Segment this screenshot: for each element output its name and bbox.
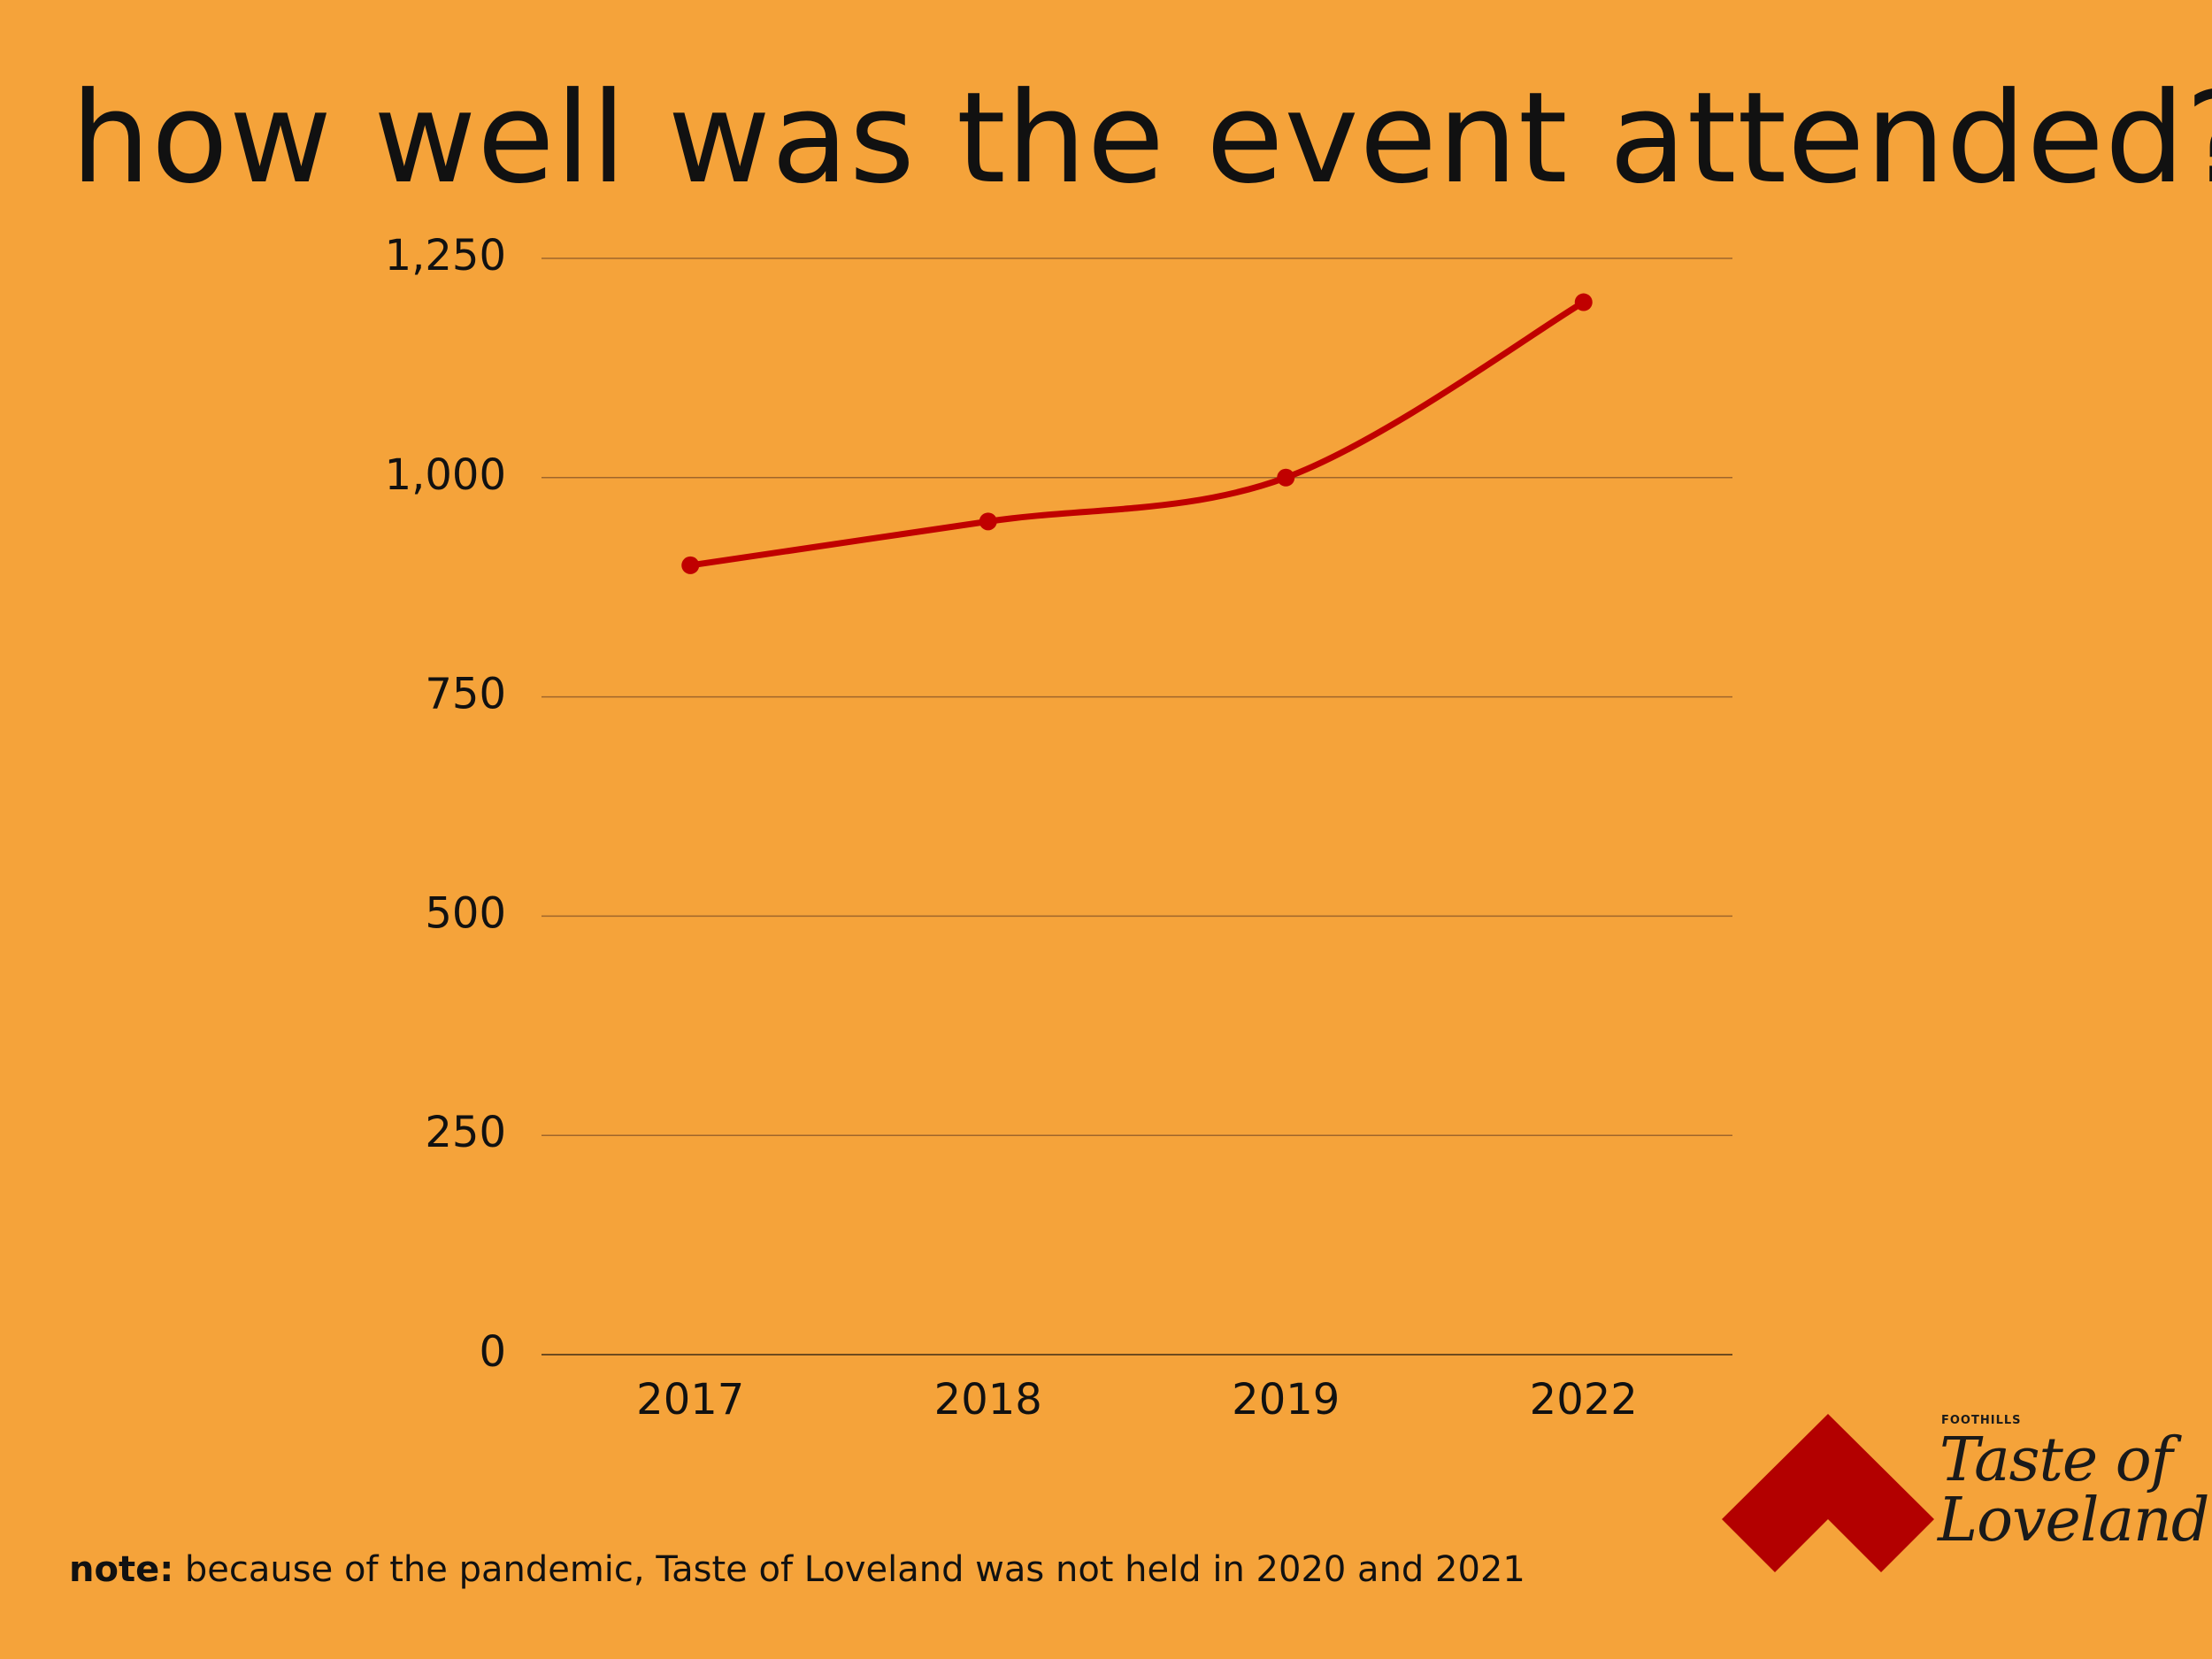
data-point xyxy=(681,556,700,574)
chevron-up-icon xyxy=(1722,1414,1934,1572)
logo-small-text: FOOTHILLS xyxy=(1941,1414,2022,1427)
data-point xyxy=(1277,468,1295,487)
taste-of-loveland-logo: FOOTHILLS Taste of Loveland xyxy=(1717,1411,2209,1588)
x-tick-label: 2017 xyxy=(636,1375,744,1425)
x-axis-tick-labels: 2017 2018 2019 2022 xyxy=(636,1375,1638,1425)
y-tick-label: 1,250 xyxy=(385,231,506,280)
logo-line-1: Taste of xyxy=(1939,1425,2173,1495)
series-line xyxy=(687,299,1587,569)
chart-series xyxy=(681,293,1593,574)
y-tick-label: 0 xyxy=(479,1327,506,1377)
attendance-line-chart: 0 250 500 750 1,000 1,250 2017 2018 2019 2022 xyxy=(385,231,1732,1425)
data-point xyxy=(1574,293,1593,311)
footnote-text: because of the pandemic, Taste of Lovela… xyxy=(173,1549,1525,1590)
x-tick-label: 2022 xyxy=(1530,1375,1638,1425)
logo-line-2: Loveland xyxy=(1938,1486,2209,1555)
footnote-label: note: xyxy=(69,1549,174,1590)
y-tick-label: 750 xyxy=(425,670,506,719)
x-tick-label: 2019 xyxy=(1232,1375,1340,1425)
y-tick-label: 250 xyxy=(425,1108,506,1157)
y-tick-label: 500 xyxy=(425,888,506,938)
page-title: how well was the event attended? xyxy=(71,65,2212,211)
chart-gridlines xyxy=(541,257,1732,1356)
y-tick-label: 1,000 xyxy=(385,450,506,500)
footnote: note: because of the pandemic, Taste of … xyxy=(69,1548,1525,1591)
y-axis-tick-labels: 0 250 500 750 1,000 1,250 xyxy=(385,231,506,1377)
x-tick-label: 2018 xyxy=(934,1375,1042,1425)
data-point xyxy=(979,512,997,531)
